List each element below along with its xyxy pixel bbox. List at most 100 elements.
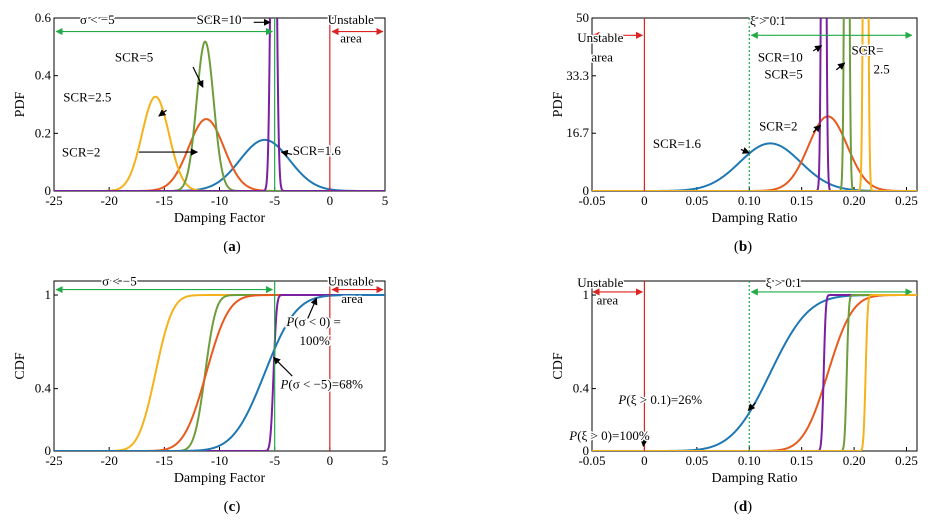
series-group xyxy=(592,18,917,191)
annotation-label: SCR=5 xyxy=(115,49,153,64)
plot-frame xyxy=(53,280,386,452)
y-axis-label: CDF xyxy=(551,352,566,379)
x-tick-label: 0.20 xyxy=(843,193,866,208)
annotation-label: SCR=2.5 xyxy=(63,90,111,105)
series-line-scr_1_6 xyxy=(592,142,917,191)
annotation-label: P(ξ > 0.1)=26% xyxy=(617,392,702,407)
panel-a: -25 -20 -15 -10 -5 0 5 0 0.2 0.4 0.6 Damping Factor… xyxy=(13,10,389,255)
annotation-arrow xyxy=(280,149,295,157)
x-tick-label: -25 xyxy=(45,193,62,208)
annotation-label: σ < −5 xyxy=(102,274,137,289)
x-tick-label: -25 xyxy=(45,453,62,468)
x-tick-label: -0.05 xyxy=(578,193,605,208)
annotation-label: Unstable xyxy=(328,12,374,27)
annotation-label: SCR=10 xyxy=(197,12,242,27)
annotation-label: area xyxy=(340,31,362,46)
y-tick-label: 16.7 xyxy=(566,125,589,140)
y-axis-label: PDF xyxy=(551,91,566,117)
annotation-label: SCR=1.6 xyxy=(653,136,702,151)
x-tick-label: 0 xyxy=(327,193,334,208)
annotation-label: P(ξ > 0)=100% xyxy=(568,428,650,443)
y-tick-label: 0 xyxy=(583,443,590,458)
series-line-scr_2 xyxy=(592,115,917,191)
x-tick-label: 5 xyxy=(382,193,389,208)
annotation-arrow xyxy=(812,45,823,53)
x-tick-label: 0.05 xyxy=(685,193,708,208)
annotation-arrow xyxy=(307,297,318,319)
panel-label: (d) xyxy=(734,499,752,515)
x-tick-label: 0 xyxy=(327,453,334,468)
y-tick-label: 0 xyxy=(45,183,52,198)
y-tick-label: 0 xyxy=(583,183,590,198)
y-tick-label: 0.6 xyxy=(35,10,52,25)
annotation-arrow xyxy=(158,109,167,117)
x-tick-label: 0.10 xyxy=(738,193,761,208)
x-axis-label: Damping Factor xyxy=(174,471,266,486)
x-tick-label: 0.15 xyxy=(790,453,813,468)
panel-label: (b) xyxy=(734,239,752,255)
y-tick-label: 0.2 xyxy=(35,125,51,140)
annotation-arrow xyxy=(273,356,293,377)
x-tick-label: 0.20 xyxy=(843,453,866,468)
y-tick-label: 0 xyxy=(45,443,52,458)
series-line-scr_2_5 xyxy=(592,294,917,451)
x-tick-label: -20 xyxy=(100,193,117,208)
x-axis-label: Damping Ratio xyxy=(712,471,798,486)
x-tick-label: -20 xyxy=(100,453,117,468)
x-tick-label: 0.15 xyxy=(790,193,813,208)
x-tick-label: 0.25 xyxy=(895,453,918,468)
panel-c: -25 -20 -15 -10 -5 0 5 0 0.4 1 Damping Factor CDF σ … xyxy=(13,272,389,515)
annotation-label: σ < −5 xyxy=(80,12,115,27)
y-tick-label: 50 xyxy=(576,10,589,25)
series-line-scr_5 xyxy=(54,40,385,191)
x-tick-label: -0.05 xyxy=(578,453,605,468)
y-axis-label: CDF xyxy=(13,352,28,379)
annotation-arrow xyxy=(640,435,648,448)
annotation-arrow xyxy=(835,62,846,71)
y-axis-label: PDF xyxy=(13,91,28,117)
x-tick-label: -10 xyxy=(211,193,228,208)
annotation-label: area xyxy=(341,291,363,306)
annotation-label: SCR=2 xyxy=(62,144,100,159)
annotation-label: SCR=2 xyxy=(759,118,797,133)
x-tick-label: -5 xyxy=(269,453,280,468)
y-tick-label: 0.4 xyxy=(573,381,590,396)
annotation-arrow xyxy=(747,402,756,411)
x-tick-label: 0.10 xyxy=(738,453,761,468)
panel-label: (a) xyxy=(223,239,241,255)
x-tick-label: -15 xyxy=(156,193,173,208)
x-tick-label: -15 xyxy=(156,453,173,468)
y-tick-label: 33.3 xyxy=(566,68,589,83)
y-tick-label: 0.4 xyxy=(35,68,52,83)
x-tick-label: -10 xyxy=(211,453,228,468)
annotation-arrow xyxy=(864,48,872,57)
x-tick-label: -5 xyxy=(269,193,280,208)
x-axis-label: Damping Ratio xyxy=(712,211,798,226)
annotation-arrow xyxy=(192,66,204,88)
annotation-label: SCR=5 xyxy=(764,67,802,82)
annotation-arrow xyxy=(740,147,750,154)
x-tick-label: 0.05 xyxy=(685,453,708,468)
annotation-label: P(σ < −5)=68% xyxy=(279,377,363,392)
annotation-label: Unstable xyxy=(577,30,623,45)
y-tick-label: 1 xyxy=(45,287,52,302)
x-tick-label: 0.25 xyxy=(895,193,918,208)
x-tick-label: 0 xyxy=(641,453,648,468)
annotation-label: SCR=10 xyxy=(758,49,803,64)
annotation-label: SCR= xyxy=(852,42,884,57)
x-tick-label: 5 xyxy=(382,453,389,468)
x-axis-label: Damping Factor xyxy=(174,211,266,226)
y-tick-label: 0.4 xyxy=(35,381,52,396)
annotation-label: Unstable xyxy=(328,274,374,289)
x-tick-label: 0 xyxy=(641,193,648,208)
annotation-label: Unstable xyxy=(577,275,623,290)
annotation-label: SCR=1.6 xyxy=(293,143,342,158)
series-line-scr_2 xyxy=(54,118,385,191)
annotation-label: area xyxy=(597,292,619,307)
y-tick-label: 1 xyxy=(583,287,590,302)
series-line-scr_2_5 xyxy=(592,18,917,191)
annotation-label: 100% xyxy=(299,333,330,348)
annotation-label: area xyxy=(591,49,613,64)
